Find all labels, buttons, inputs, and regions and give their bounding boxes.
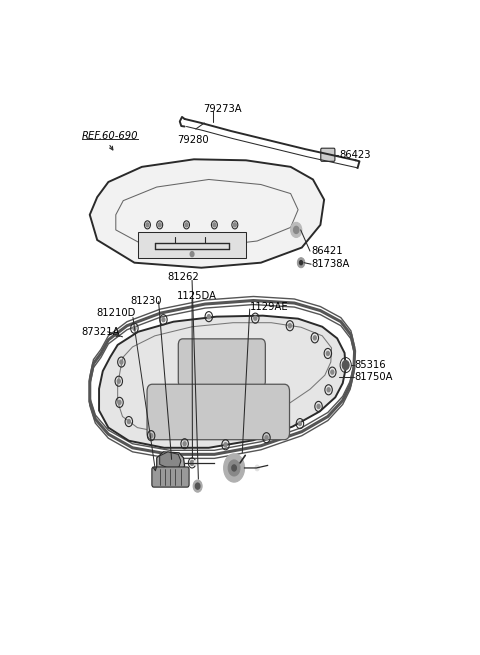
Circle shape bbox=[195, 483, 200, 489]
Text: 81738A: 81738A bbox=[311, 259, 349, 269]
Circle shape bbox=[224, 454, 244, 482]
Circle shape bbox=[228, 460, 240, 476]
Circle shape bbox=[118, 400, 121, 404]
Text: 85316: 85316 bbox=[355, 360, 386, 370]
Circle shape bbox=[162, 318, 165, 322]
Text: 1125DA: 1125DA bbox=[177, 291, 217, 301]
Circle shape bbox=[288, 324, 291, 328]
FancyBboxPatch shape bbox=[152, 467, 189, 487]
Polygon shape bbox=[160, 452, 181, 470]
Circle shape bbox=[317, 404, 320, 409]
FancyBboxPatch shape bbox=[321, 148, 335, 161]
Text: 86421: 86421 bbox=[311, 246, 343, 256]
Polygon shape bbox=[99, 316, 346, 448]
Circle shape bbox=[265, 436, 268, 440]
Circle shape bbox=[255, 465, 259, 471]
Text: 81210D: 81210D bbox=[96, 308, 136, 318]
Circle shape bbox=[232, 465, 236, 471]
Circle shape bbox=[183, 441, 186, 446]
Polygon shape bbox=[90, 159, 324, 268]
Text: 79280: 79280 bbox=[177, 135, 209, 145]
Text: 81262: 81262 bbox=[167, 272, 199, 282]
Circle shape bbox=[146, 223, 149, 227]
Circle shape bbox=[254, 316, 257, 320]
Circle shape bbox=[120, 360, 123, 364]
Text: 81230: 81230 bbox=[130, 295, 161, 305]
Circle shape bbox=[299, 422, 301, 426]
Circle shape bbox=[158, 223, 161, 227]
Text: 79273A: 79273A bbox=[203, 104, 242, 114]
Circle shape bbox=[207, 314, 210, 319]
Circle shape bbox=[190, 252, 194, 257]
Circle shape bbox=[194, 460, 198, 466]
Circle shape bbox=[300, 261, 302, 265]
Circle shape bbox=[117, 379, 120, 383]
Circle shape bbox=[133, 326, 136, 330]
Circle shape bbox=[342, 360, 349, 369]
Circle shape bbox=[327, 388, 330, 392]
Circle shape bbox=[193, 480, 202, 492]
Circle shape bbox=[294, 227, 299, 233]
Text: 81750A: 81750A bbox=[355, 372, 393, 382]
Circle shape bbox=[331, 370, 334, 374]
Circle shape bbox=[326, 352, 329, 356]
FancyBboxPatch shape bbox=[147, 384, 289, 440]
Circle shape bbox=[190, 460, 194, 466]
Text: 1129AE: 1129AE bbox=[250, 301, 288, 312]
Polygon shape bbox=[138, 233, 246, 257]
Circle shape bbox=[127, 420, 130, 424]
Circle shape bbox=[224, 443, 227, 447]
Circle shape bbox=[150, 434, 153, 438]
Circle shape bbox=[297, 257, 305, 268]
Circle shape bbox=[291, 222, 302, 238]
Text: 87321A: 87321A bbox=[82, 327, 120, 337]
Text: REF.60-690: REF.60-690 bbox=[82, 131, 138, 141]
Circle shape bbox=[185, 223, 188, 227]
Circle shape bbox=[213, 223, 216, 227]
Polygon shape bbox=[156, 452, 185, 473]
Circle shape bbox=[233, 223, 236, 227]
Text: 86423: 86423 bbox=[339, 150, 371, 160]
Circle shape bbox=[313, 336, 316, 340]
FancyBboxPatch shape bbox=[178, 339, 265, 387]
